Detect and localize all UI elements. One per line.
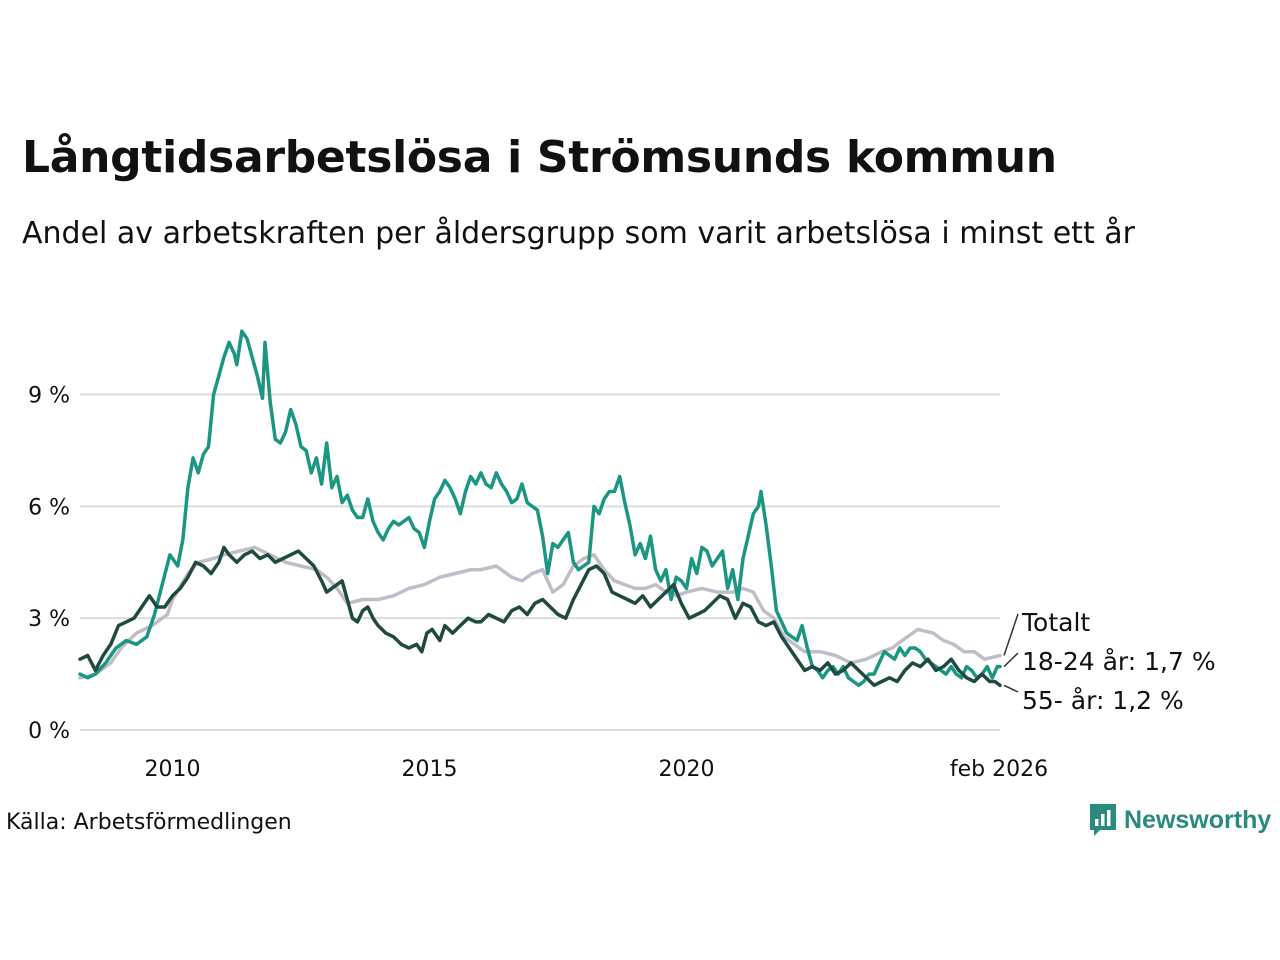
x-tick-label: 2015 [401,757,457,782]
source-note: Källa: Arbetsförmedlingen [6,810,292,835]
leader-line [1003,684,1019,693]
y-tick-label: 0 % [28,719,70,744]
brand-logo[interactable]: Newsworthy [1088,802,1271,838]
series-lines [78,329,1002,688]
series-line-senior [78,545,1002,688]
chart-subtitle: Andel av arbetskraften per åldersgrupp s… [22,216,1135,251]
series-line-total [78,545,1002,680]
y-axis-ticks: 0 % 3 % 6 % 9 % [28,384,70,744]
x-tick-label: 2010 [145,757,201,782]
newsworthy-icon [1090,804,1116,836]
y-tick-label: 3 % [28,607,70,632]
y-tick-label: 9 % [28,384,70,409]
chart-title: Långtidsarbetslösa i Strömsunds kommun [22,132,1057,183]
gridlines [80,393,1000,731]
x-tick-label: feb 2026 [950,757,1048,782]
end-labels: Totalt 18-24 år: 1,7 % 55- år: 1,2 % [1003,608,1216,715]
x-axis-ticks: 2010 2015 2020 feb 2026 [145,757,1049,782]
leader-line [1003,652,1019,668]
x-tick-label: 2020 [658,757,714,782]
brand-name: Newsworthy [1124,805,1272,834]
series-line-youth [78,329,1002,688]
end-label-senior: 55- år: 1,2 % [1022,686,1184,715]
y-tick-label: 6 % [28,495,70,520]
end-label-total: Totalt [1021,608,1090,637]
end-label-youth: 18-24 år: 1,7 % [1022,647,1216,676]
leader-line [1003,613,1019,656]
